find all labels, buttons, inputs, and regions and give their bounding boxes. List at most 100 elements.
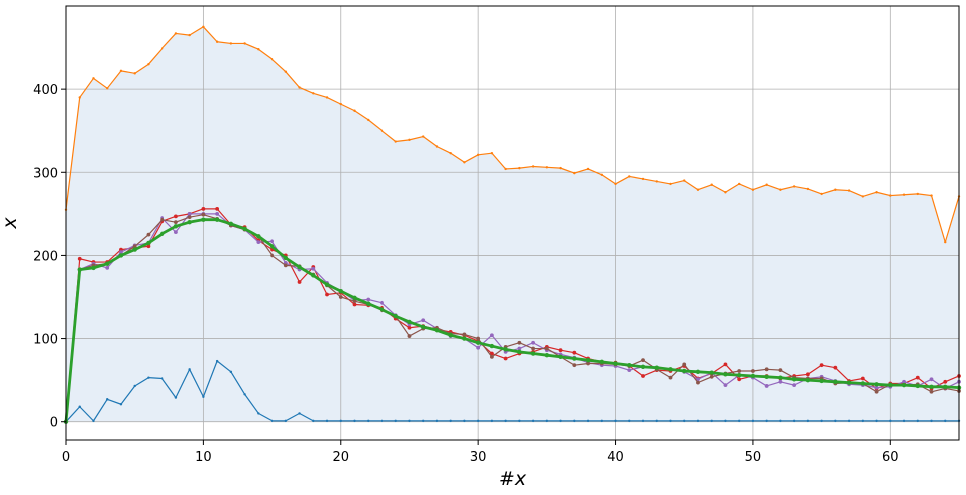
data-point <box>559 419 562 423</box>
data-point <box>710 183 713 186</box>
data-point <box>298 86 301 89</box>
data-point <box>353 419 356 423</box>
data-point <box>435 419 439 423</box>
data-point <box>146 240 151 246</box>
data-point <box>668 367 673 372</box>
data-point <box>449 419 452 423</box>
data-point <box>434 328 440 333</box>
data-point <box>119 69 123 73</box>
data-point <box>503 347 508 352</box>
data-point <box>174 230 178 235</box>
data-point <box>778 379 783 384</box>
data-point <box>476 153 480 157</box>
data-point <box>160 377 164 380</box>
data-point <box>256 234 261 239</box>
data-point <box>504 419 507 423</box>
series-line <box>64 218 960 422</box>
data-point <box>930 419 933 423</box>
data-point <box>861 419 865 423</box>
data-point <box>641 358 645 363</box>
data-point <box>573 419 576 423</box>
data-point <box>915 375 920 380</box>
data-point <box>833 365 838 370</box>
data-point <box>531 165 535 168</box>
data-point <box>820 192 823 196</box>
data-point <box>174 396 178 399</box>
data-point <box>669 182 672 186</box>
data-point <box>105 265 110 270</box>
data-point <box>627 362 632 368</box>
data-point <box>338 295 343 299</box>
data-point <box>215 40 219 43</box>
data-point <box>133 72 136 75</box>
data-point <box>257 48 260 51</box>
data-point <box>312 419 315 423</box>
data-point <box>489 351 494 356</box>
data-point <box>91 265 96 271</box>
data-point <box>339 102 342 106</box>
data-point <box>202 25 205 28</box>
data-point <box>572 350 577 355</box>
data-point <box>901 382 907 388</box>
data-point <box>737 419 741 423</box>
data-point <box>806 187 810 191</box>
data-point <box>269 244 275 249</box>
data-point <box>325 419 329 423</box>
series-line <box>65 26 960 243</box>
data-point <box>723 372 728 377</box>
data-point <box>737 182 741 186</box>
data-point <box>174 214 178 219</box>
data-point <box>723 383 728 388</box>
data-point <box>187 219 192 225</box>
data-point <box>544 352 550 358</box>
data-point <box>132 247 137 252</box>
data-point <box>352 299 357 304</box>
data-point <box>929 389 934 394</box>
x-tick-label: 50 <box>745 450 762 465</box>
data-point <box>834 419 837 423</box>
data-point <box>710 419 713 423</box>
data-point <box>380 419 384 423</box>
plot-frame <box>65 5 960 441</box>
data-point <box>628 419 631 423</box>
data-point <box>215 359 219 363</box>
data-point <box>668 375 673 380</box>
data-point <box>669 419 672 423</box>
data-point <box>229 42 233 45</box>
data-point <box>421 324 426 330</box>
data-point <box>380 300 384 305</box>
data-point <box>614 419 617 423</box>
data-point <box>791 377 797 382</box>
data-point <box>944 419 947 423</box>
data-point <box>407 334 412 338</box>
data-point <box>943 384 948 389</box>
data-point <box>902 193 906 196</box>
data-point <box>435 145 439 148</box>
y-tick-label: 200 <box>33 249 58 264</box>
data-point <box>366 301 371 306</box>
data-point <box>242 226 247 232</box>
data-point <box>889 194 892 197</box>
x-tick-label: 30 <box>470 450 487 465</box>
data-point <box>476 336 481 341</box>
data-point <box>490 419 494 423</box>
data-point <box>147 62 150 66</box>
data-point <box>792 383 797 388</box>
data-point <box>146 232 151 237</box>
data-point <box>201 212 206 217</box>
y-axis-label: x <box>0 217 21 230</box>
data-point <box>779 188 782 191</box>
data-point <box>393 313 398 319</box>
data-point <box>573 171 576 175</box>
y-tick-label: 100 <box>33 333 58 348</box>
data-point <box>641 177 645 181</box>
series-line <box>65 208 960 422</box>
data-point <box>779 419 782 423</box>
data-point <box>627 368 632 373</box>
series-5 <box>63 217 962 424</box>
data-point <box>874 382 879 387</box>
data-point <box>106 87 109 90</box>
data-point <box>902 379 906 384</box>
data-point <box>764 384 769 388</box>
